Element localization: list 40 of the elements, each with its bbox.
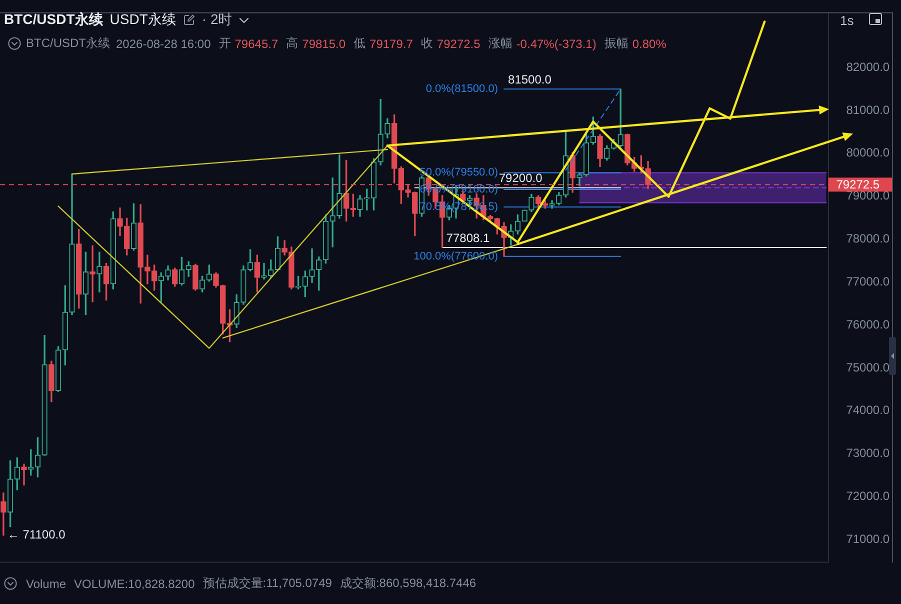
y-tick-label: 77000.0 [846,274,890,288]
annotation: 涨幅 [488,35,512,52]
chart-subtitle: USDT永续 [110,11,176,29]
annotation: -0.47%(-373.1) [516,36,596,50]
y-tick-label: 73000.0 [846,446,890,460]
annotation: 0.80% [632,36,666,50]
y-tick-label: 82000.0 [846,60,890,74]
y-tick-label: 72000.0 [846,489,890,504]
annotation: 79179.7 [370,36,413,50]
series-label: 0.0%(81500.0) [426,83,498,96]
y-tick-label: 76000.0 [846,317,890,332]
annotation: 1s [840,13,854,28]
y-tick-label: 79000.0 [846,188,890,203]
chart-title: BTC/USDT永续 [4,11,103,29]
y-tick-label: 80000.0 [846,146,890,160]
y-tick-label: 78000.0 [846,232,890,246]
annotation: 81500.0 [508,72,552,86]
y-tick-label: 74000.0 [846,403,890,418]
text: 预估成交量:11,705.0749 [202,575,332,592]
annotation: 2026-08-28 16:00 [116,36,211,50]
annotation: 79815.0 [302,36,346,50]
annotation: 77808.1 [446,230,490,245]
text: VOLUME:10,828.8200 [74,576,195,590]
y-tick-label: 75000.0 [846,360,890,374]
annotation: 收 [420,35,433,52]
annotation: ← 71100.0 [7,528,66,542]
text: Volume [26,576,66,590]
ref-line-label: 79272.5 [836,177,880,192]
annotation: 高 [286,35,298,52]
y-tick-label: 81000.0 [846,102,890,117]
annotation: BTC/USDT永续 [26,35,110,52]
annotation: 79272.5 [436,36,480,50]
annotation: 79645.7 [234,36,278,50]
annotation: 开 [218,35,231,52]
annotation: 79200.0 [498,171,543,186]
y-tick-label: 71000.0 [846,532,890,546]
text: 成交额:860,598,418.7446 [340,575,476,592]
annotation: 振幅 [604,35,628,52]
annotation: 低 [354,35,366,52]
annotation: · 2时 [202,11,232,29]
